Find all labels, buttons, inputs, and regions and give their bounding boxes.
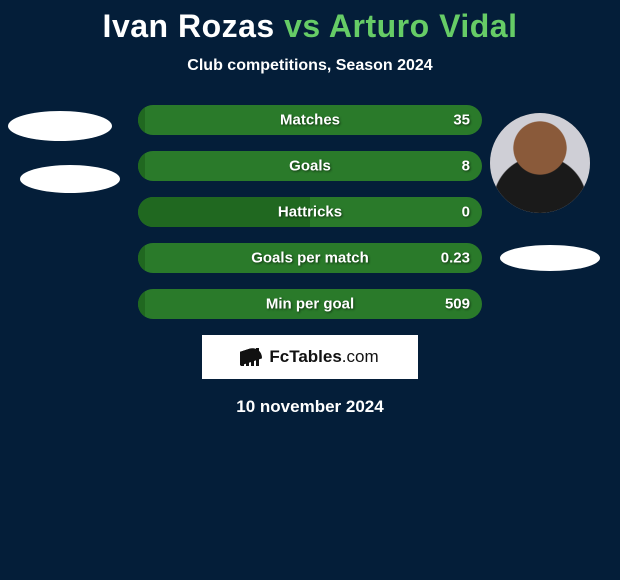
stat-bars: Matches 35 Goals 8 Hattricks 0 Goals per… bbox=[138, 105, 482, 319]
stat-label: Hattricks bbox=[278, 204, 342, 221]
avatar-image bbox=[490, 113, 590, 213]
stat-fill-left bbox=[138, 151, 145, 181]
barchart-icon bbox=[241, 348, 263, 366]
brand-text-bold: FcTables bbox=[269, 347, 341, 366]
stat-label: Goals per match bbox=[251, 250, 369, 267]
avatar-right bbox=[490, 113, 590, 213]
decorative-blob bbox=[8, 111, 112, 141]
stat-row-matches: Matches 35 bbox=[138, 105, 482, 135]
date-label: 10 november 2024 bbox=[0, 397, 620, 417]
title-left: Ivan Rozas bbox=[103, 8, 275, 44]
brand-text-light: .com bbox=[342, 347, 379, 366]
page-title: Ivan Rozas vs Arturo Vidal bbox=[0, 0, 620, 45]
title-right: Arturo Vidal bbox=[329, 8, 518, 44]
subtitle: Club competitions, Season 2024 bbox=[0, 57, 620, 75]
brand-box: FcTables.com bbox=[202, 335, 418, 379]
stat-row-gpm: Goals per match 0.23 bbox=[138, 243, 482, 273]
stat-row-goals: Goals 8 bbox=[138, 151, 482, 181]
stat-value-right: 35 bbox=[453, 112, 470, 129]
title-vs: vs bbox=[275, 8, 329, 44]
brand-text: FcTables.com bbox=[269, 347, 378, 367]
stat-value-right: 0.23 bbox=[441, 250, 470, 267]
stat-fill-left bbox=[138, 289, 145, 319]
decorative-blob bbox=[20, 165, 120, 193]
stat-value-right: 8 bbox=[462, 158, 470, 175]
decorative-blob bbox=[500, 245, 600, 271]
stat-value-right: 0 bbox=[462, 204, 470, 221]
stat-row-hattricks: Hattricks 0 bbox=[138, 197, 482, 227]
stat-fill-left bbox=[138, 105, 145, 135]
stat-label: Matches bbox=[280, 112, 340, 129]
comparison-arena: Matches 35 Goals 8 Hattricks 0 Goals per… bbox=[0, 105, 620, 417]
stat-label: Goals bbox=[289, 158, 331, 175]
stat-fill-left bbox=[138, 243, 145, 273]
stat-label: Min per goal bbox=[266, 296, 354, 313]
stat-value-right: 509 bbox=[445, 296, 470, 313]
stat-row-mpg: Min per goal 509 bbox=[138, 289, 482, 319]
